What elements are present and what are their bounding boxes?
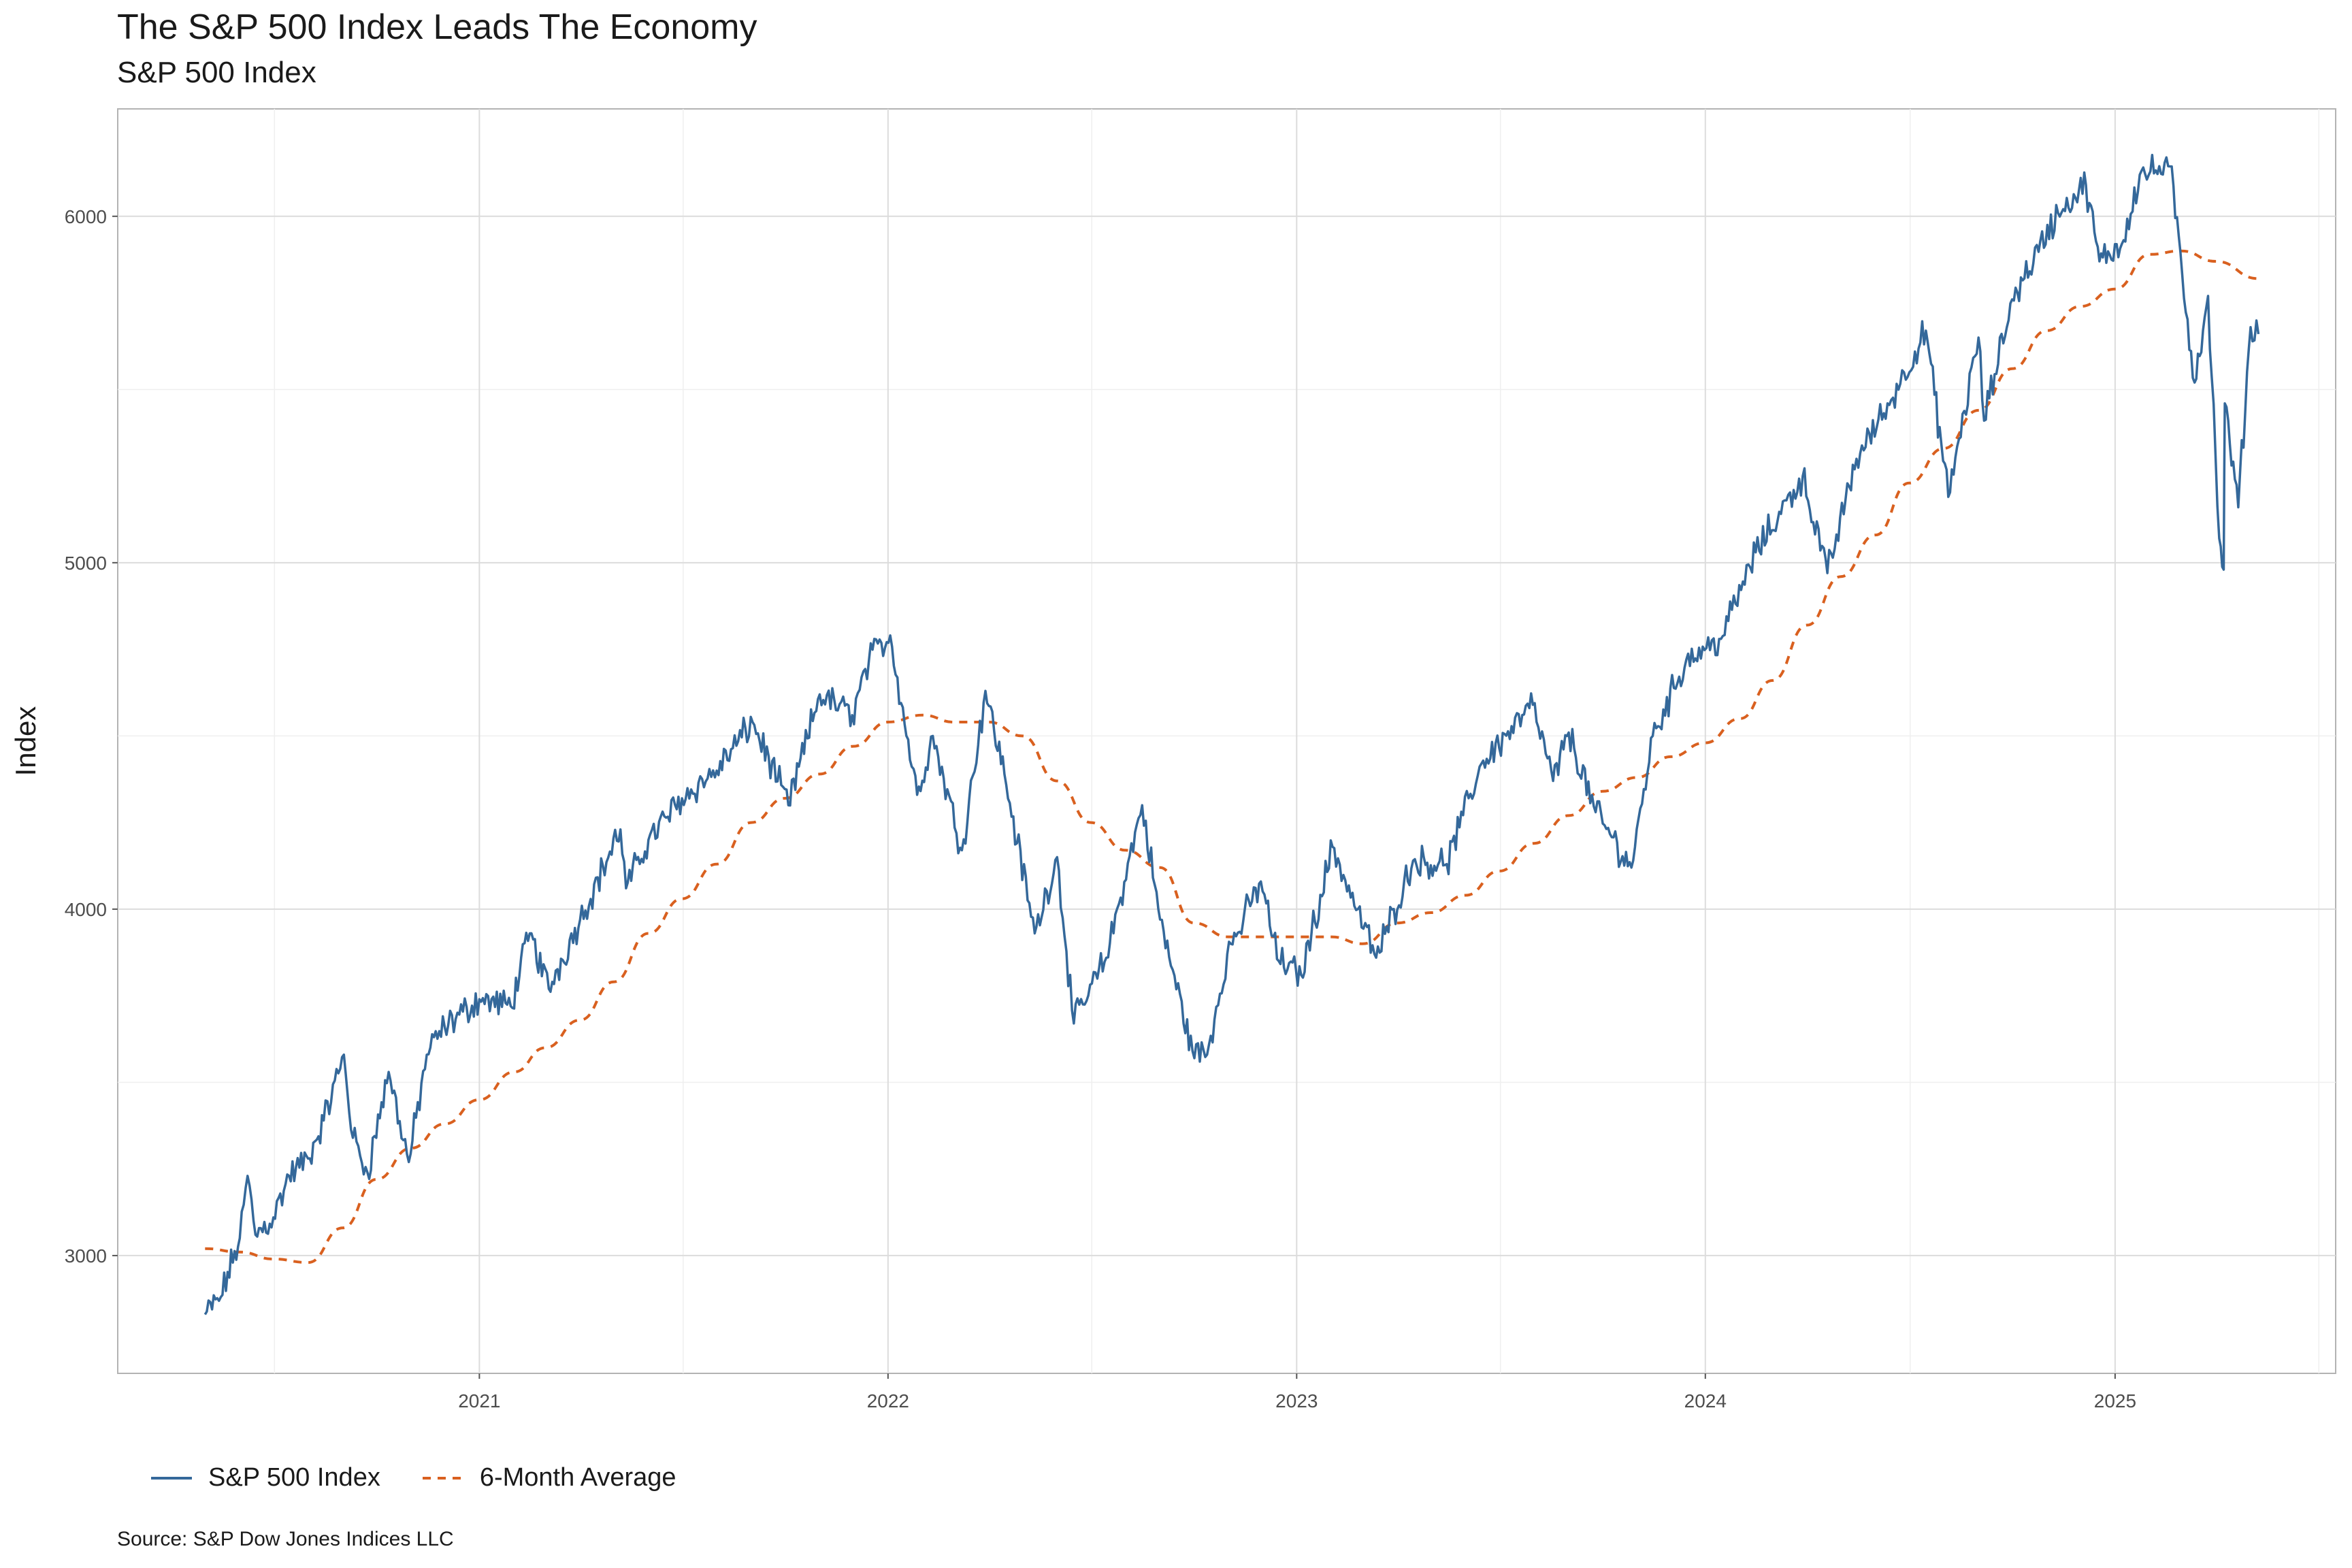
legend: S&P 500 Index 6-Month Average [150,1463,710,1492]
series-sp500-line [203,153,2260,1316]
legend-label-6-month-average: 6-Month Average [479,1463,676,1492]
y-tick-label: 4000 [65,899,107,920]
chart-title: The S&P 500 Index Leads The Economy [117,7,757,47]
series-6-month-average-line [205,249,2259,1264]
legend-item-sp500: S&P 500 Index [150,1463,380,1492]
y-tick-label: 6000 [65,206,107,227]
chart-subtitle: S&P 500 Index [117,56,316,89]
x-tick-label: 2025 [2094,1390,2136,1411]
plot-panel [117,108,2336,1374]
source-caption: Source: S&P Dow Jones Indices LLC [117,1528,454,1550]
x-tick-label: 2022 [867,1390,909,1411]
y-axis-title: Index [10,706,42,777]
x-tick-label: 2023 [1275,1390,1318,1411]
legend-key-sp500 [150,1467,193,1489]
y-tick-label: 5000 [65,553,107,574]
x-tick-label: 2024 [1684,1390,1727,1411]
y-tick-label: 3000 [65,1245,107,1267]
x-tick-label: 2021 [458,1390,500,1411]
legend-label-sp500: S&P 500 Index [208,1463,380,1492]
legend-item-6-month-average: 6-Month Average [421,1463,676,1492]
legend-key-6-month-average [421,1467,465,1489]
